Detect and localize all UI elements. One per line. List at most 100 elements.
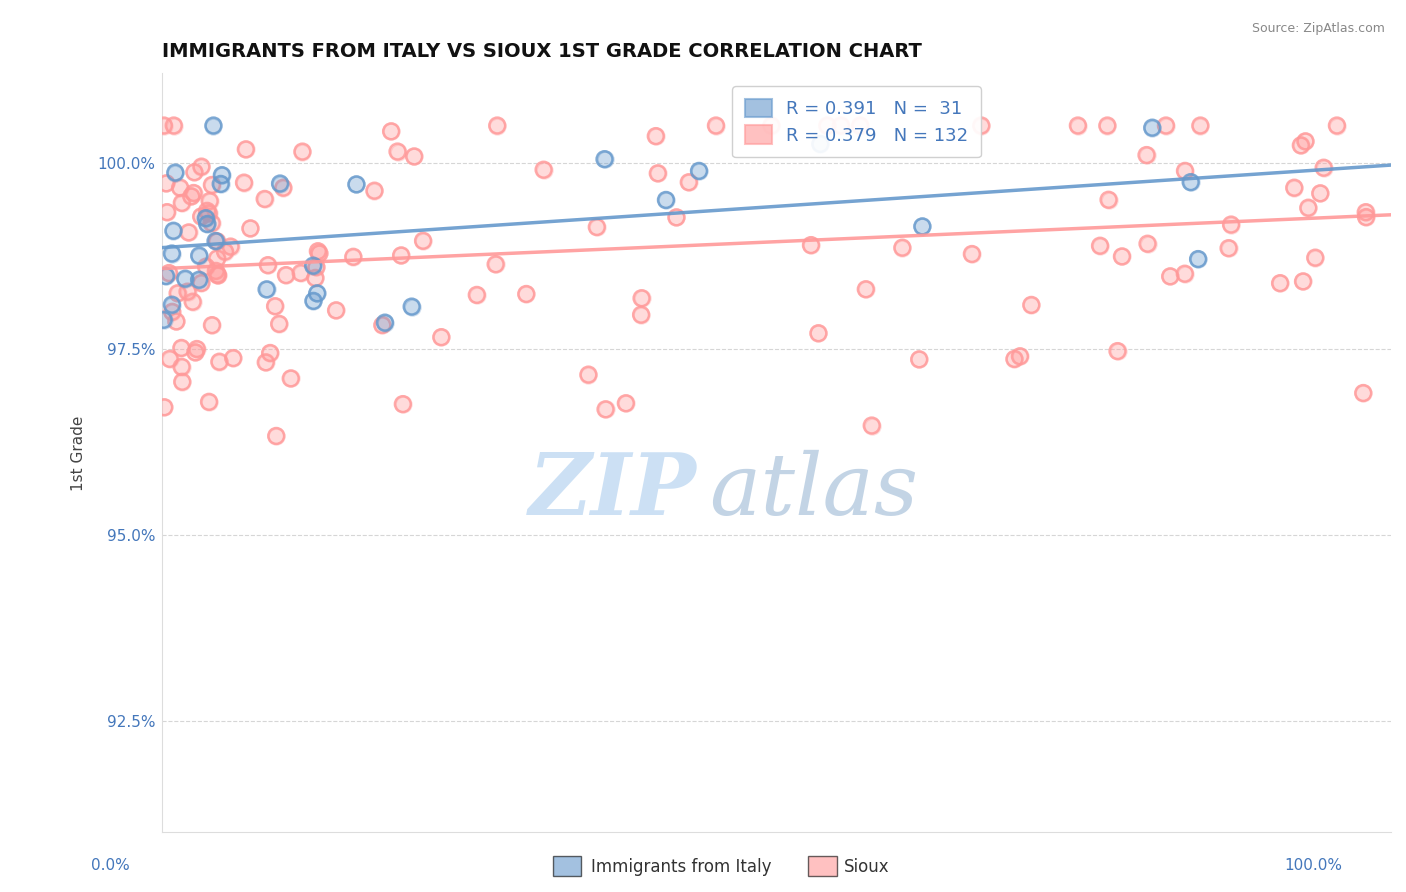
- Point: [1180, 175, 1202, 189]
- Point: [1097, 119, 1119, 133]
- Point: [160, 246, 183, 260]
- Point: [630, 291, 652, 305]
- Point: [1187, 252, 1209, 266]
- Point: [201, 318, 224, 333]
- Point: [515, 287, 537, 301]
- Point: [254, 355, 277, 369]
- Point: [815, 119, 838, 133]
- Point: [174, 271, 197, 285]
- Point: [1189, 119, 1212, 133]
- Point: [208, 354, 231, 368]
- Point: [485, 257, 508, 271]
- Point: [165, 165, 187, 179]
- Point: [465, 288, 488, 302]
- Point: [1067, 119, 1090, 133]
- Point: [392, 397, 415, 411]
- Point: [960, 247, 983, 261]
- Point: [1295, 135, 1317, 149]
- Point: [183, 165, 205, 179]
- Point: [911, 219, 934, 234]
- Point: [271, 180, 294, 194]
- Point: [1220, 218, 1243, 232]
- Point: [253, 192, 276, 206]
- Point: [1174, 267, 1197, 281]
- Point: [207, 268, 229, 282]
- Point: [485, 257, 508, 271]
- Point: [389, 248, 412, 262]
- Point: [201, 216, 224, 230]
- Point: [585, 220, 607, 235]
- Legend: R = 0.391   N =  31, R = 0.379   N = 132: R = 0.391 N = 31, R = 0.379 N = 132: [733, 87, 981, 158]
- Point: [1107, 344, 1129, 359]
- Point: [305, 260, 328, 274]
- Point: [211, 168, 233, 182]
- Point: [1292, 275, 1315, 289]
- Point: [190, 210, 212, 224]
- Point: [1008, 349, 1031, 363]
- Point: [830, 119, 852, 133]
- Point: [198, 194, 221, 208]
- Point: [704, 119, 727, 133]
- Text: atlas: atlas: [709, 450, 918, 533]
- Point: [184, 345, 207, 359]
- Point: [205, 264, 228, 278]
- Point: [1289, 138, 1312, 153]
- Point: [344, 178, 367, 192]
- Point: [855, 282, 877, 296]
- Point: [208, 354, 231, 368]
- Point: [1326, 119, 1348, 133]
- Point: [387, 145, 409, 159]
- Point: [1111, 250, 1133, 264]
- Point: [259, 346, 281, 360]
- Point: [891, 241, 914, 255]
- Point: [264, 429, 287, 443]
- Point: [578, 368, 600, 382]
- Point: [911, 219, 934, 234]
- Point: [630, 291, 652, 305]
- Point: [177, 226, 200, 240]
- Point: [202, 119, 225, 133]
- Point: [614, 396, 637, 410]
- Point: [165, 314, 187, 328]
- Point: [302, 259, 325, 273]
- Point: [274, 268, 297, 282]
- Point: [259, 346, 281, 360]
- Point: [264, 429, 287, 443]
- Point: [201, 178, 224, 192]
- Point: [183, 165, 205, 179]
- Point: [211, 168, 233, 182]
- Point: [308, 246, 330, 260]
- Point: [647, 166, 669, 180]
- Point: [269, 177, 291, 191]
- Point: [205, 234, 228, 248]
- Point: [155, 177, 177, 191]
- Point: [190, 160, 212, 174]
- Point: [970, 119, 993, 133]
- Point: [1159, 269, 1181, 284]
- Point: [195, 203, 218, 218]
- Point: [305, 260, 328, 274]
- Point: [302, 259, 325, 273]
- Point: [290, 266, 312, 280]
- Point: [169, 180, 191, 194]
- Point: [274, 268, 297, 282]
- Point: [665, 211, 688, 225]
- Point: [387, 145, 409, 159]
- Point: [233, 176, 256, 190]
- Point: [1107, 344, 1129, 359]
- Point: [1220, 218, 1243, 232]
- Point: [401, 300, 423, 314]
- Point: [1326, 119, 1348, 133]
- Point: [205, 252, 228, 266]
- Point: [1180, 175, 1202, 189]
- Point: [153, 401, 176, 415]
- Point: [188, 273, 211, 287]
- Point: [807, 326, 830, 341]
- Point: [970, 119, 993, 133]
- Point: [163, 119, 186, 133]
- Point: [1309, 186, 1331, 201]
- Point: [291, 145, 314, 159]
- Point: [1303, 251, 1326, 265]
- Point: [404, 149, 426, 163]
- Point: [207, 268, 229, 282]
